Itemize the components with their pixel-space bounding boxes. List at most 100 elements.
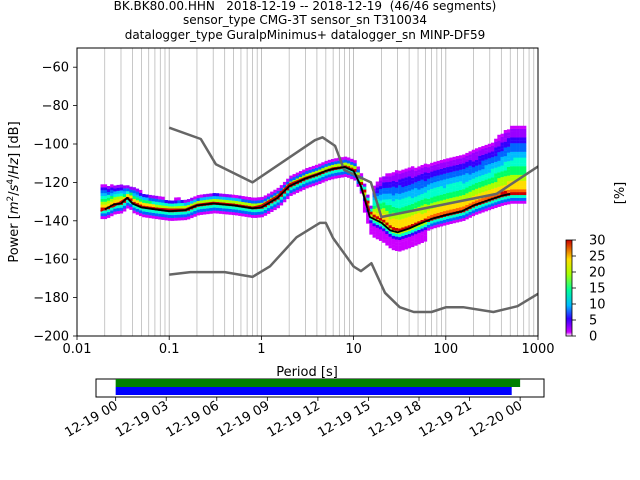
heatmap-cell	[503, 178, 508, 183]
heatmap-cell	[222, 193, 226, 197]
heatmap-cell	[452, 220, 456, 224]
heatmap-cell	[516, 157, 520, 161]
heatmap-cell	[206, 205, 210, 209]
heatmap-cell	[497, 140, 501, 144]
heatmap-cell	[519, 157, 524, 161]
heatmap-cell	[506, 195, 511, 199]
heatmap-cell	[414, 242, 418, 246]
heatmap-cell	[465, 158, 469, 162]
heatmap-cell	[260, 196, 264, 200]
heatmap-cell	[375, 210, 380, 214]
heatmap-cell	[513, 140, 517, 144]
heatmap-cell	[494, 167, 498, 171]
heatmap-cell	[423, 235, 428, 239]
heatmap-cell	[433, 222, 437, 226]
heatmap-cell	[478, 152, 482, 157]
heatmap-cell	[458, 204, 463, 208]
heatmap-cell	[174, 197, 178, 201]
heatmap-cell	[506, 201, 511, 205]
heatmap-cell	[378, 217, 383, 221]
plot-frame	[76, 47, 539, 337]
heatmap-cell	[388, 242, 392, 246]
heatmap-cell	[241, 207, 245, 211]
heatmap-cell	[110, 210, 114, 214]
heatmap-cell	[212, 195, 216, 199]
heatmap-cell	[103, 201, 108, 205]
heatmap-cell	[276, 205, 280, 209]
heatmap-cell	[362, 183, 367, 187]
heatmap-cell	[135, 202, 140, 207]
heatmap-cell	[484, 165, 488, 169]
heatmap-cell	[388, 207, 392, 211]
heatmap-cell	[471, 192, 476, 196]
heatmap-cell	[407, 196, 412, 200]
heatmap-cell	[398, 182, 402, 186]
heatmap-cell	[206, 199, 210, 203]
heatmap-cell	[170, 206, 175, 210]
heatmap-cell	[516, 168, 520, 173]
heatmap-cell	[481, 146, 485, 150]
heatmap-cell	[218, 196, 223, 200]
heatmap-cell	[394, 184, 399, 188]
heatmap-cell	[394, 210, 399, 214]
heatmap-cell	[110, 184, 114, 188]
heatmap-cell	[417, 192, 421, 196]
heatmap-cell	[375, 195, 380, 199]
heatmap-cell	[388, 222, 392, 226]
heatmap-cell	[404, 188, 408, 192]
heatmap-cell	[346, 166, 351, 170]
heatmap-cell	[180, 205, 184, 209]
heatmap-cell	[378, 197, 383, 201]
heatmap-cell	[116, 187, 120, 191]
heatmap-cell	[174, 211, 178, 215]
heatmap-cell	[362, 206, 367, 210]
heatmap-cell	[100, 204, 104, 208]
heatmap-cell	[417, 166, 421, 170]
heatmap-cell	[417, 238, 421, 242]
heatmap-cell	[503, 202, 508, 206]
heatmap-cell	[420, 196, 424, 200]
heatmap-cell	[430, 162, 434, 166]
y-tick-label: −140	[33, 214, 69, 229]
heatmap-cell	[212, 204, 216, 208]
heatmap-cell	[462, 186, 466, 190]
heatmap-cell	[186, 199, 191, 203]
heatmap-cell	[478, 210, 482, 214]
heatmap-cell	[468, 211, 472, 215]
heatmap-cell	[202, 199, 207, 204]
heatmap-cell	[417, 226, 421, 230]
heatmap-cell	[407, 213, 412, 217]
heatmap-cell	[151, 201, 156, 205]
heatmap-cell	[452, 191, 456, 195]
heatmap-cell	[497, 137, 501, 141]
noise-model-high-line	[168, 126, 538, 219]
heatmap-cell	[225, 196, 229, 201]
heatmap-cell	[404, 182, 408, 187]
heatmap-cell	[318, 166, 322, 170]
heatmap-cell	[388, 173, 392, 177]
heatmap-cell	[439, 183, 444, 187]
heatmap-cell	[516, 145, 520, 149]
heatmap-cell	[356, 169, 360, 173]
heatmap-cell	[404, 185, 408, 189]
heatmap-cell	[359, 190, 364, 194]
heatmap-cell	[468, 203, 472, 207]
heatmap-cell	[423, 238, 428, 242]
heatmap-cell	[148, 194, 152, 199]
heatmap-cell	[522, 180, 527, 184]
heatmap-cell	[510, 192, 514, 196]
heatmap-cell	[254, 211, 258, 216]
heatmap-cell	[446, 192, 450, 196]
heatmap-cell	[289, 175, 293, 179]
heatmap-cell	[462, 174, 466, 178]
heatmap-cell	[324, 166, 328, 170]
heatmap-cell	[222, 205, 226, 209]
heatmap-cell	[484, 144, 488, 148]
heatmap-cell	[154, 213, 159, 217]
heatmap-cell	[113, 185, 117, 189]
heatmap-cell	[490, 168, 495, 172]
heatmap-cell	[138, 213, 143, 217]
heatmap-cell	[478, 181, 482, 185]
heatmap-cell	[129, 186, 133, 190]
heatmap-cell	[177, 197, 181, 201]
